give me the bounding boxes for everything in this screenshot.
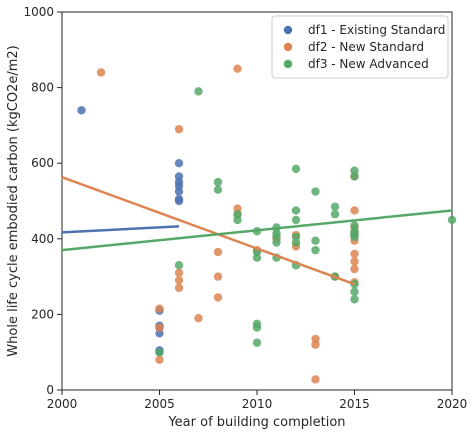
x-axis-title: Year of building completion — [167, 415, 345, 430]
data-point-series-3 — [350, 287, 359, 296]
x-tick-label: 2000 — [47, 397, 78, 411]
trend-line-series-2 — [61, 176, 355, 286]
y-tick-label: 800 — [31, 81, 54, 95]
y-tick-label: 600 — [31, 156, 54, 170]
data-point-series-2 — [350, 206, 359, 215]
data-point-series-2 — [213, 293, 223, 302]
axis-ticks: 2000 2005 2010 2015 2020 0 200 400 600 800 1000 — [23, 5, 467, 411]
legend-marker-series-3 — [283, 59, 293, 69]
data-point-series-3 — [213, 177, 223, 187]
data-point-series-1 — [174, 159, 184, 168]
data-point-series-1 — [77, 106, 86, 115]
legend: df1 - Existing Standard df2 - New Standar… — [271, 15, 449, 79]
data-point-series-3 — [291, 164, 301, 174]
data-point-series-2 — [311, 375, 320, 384]
y-tick-label: 400 — [31, 232, 54, 246]
data-point-series-2 — [96, 68, 106, 77]
data-point-series-3 — [252, 253, 262, 262]
trend-line-series-3 — [61, 209, 453, 252]
data-point-series-3 — [447, 215, 457, 225]
data-point-series-2 — [174, 276, 184, 285]
x-tick-label: 2015 — [339, 397, 370, 411]
data-point-series-2 — [311, 340, 320, 349]
data-point-series-2 — [174, 268, 184, 278]
data-point-series-3 — [174, 261, 184, 270]
x-tick-label: 2020 — [437, 397, 468, 411]
data-point-series-3 — [252, 323, 262, 332]
y-tick-label: 0 — [46, 383, 54, 397]
data-point-series-3 — [291, 206, 301, 215]
data-point-series-2 — [155, 355, 164, 364]
data-point-series-3 — [252, 338, 262, 347]
data-point-series-2 — [233, 64, 242, 73]
data-point-series-3 — [350, 295, 359, 304]
data-point-series-3 — [291, 215, 301, 225]
data-point-series-2 — [174, 283, 184, 293]
y-tick-label: 1000 — [23, 5, 54, 19]
data-point-series-2 — [213, 247, 223, 257]
legend-label-series-1: df1 - Existing Standard — [308, 23, 445, 37]
data-point-series-2 — [174, 124, 184, 134]
data-point-series-2 — [350, 249, 359, 259]
trend-lines — [61, 176, 453, 286]
data-point-series-2 — [155, 304, 164, 313]
data-point-series-3 — [311, 187, 320, 196]
x-tick-label: 2010 — [242, 397, 273, 411]
data-point-series-3 — [350, 172, 359, 181]
data-point-series-2 — [350, 257, 359, 266]
data-point-series-3 — [311, 245, 320, 255]
data-point-series-2 — [155, 323, 164, 332]
data-point-series-3 — [155, 348, 164, 357]
y-tick-label: 200 — [31, 307, 54, 321]
data-point-series-3 — [213, 185, 223, 194]
data-point-series-3 — [330, 202, 340, 211]
x-tick-label: 2005 — [144, 397, 175, 411]
data-point-series-3 — [311, 236, 320, 245]
data-point-series-3 — [330, 210, 340, 219]
legend-label-series-3: df3 - New Advanced — [308, 57, 429, 71]
data-point-series-3 — [233, 215, 242, 225]
data-point-series-2 — [194, 313, 203, 323]
trend-line-series-1 — [61, 225, 180, 234]
data-point-series-3 — [272, 238, 281, 247]
data-point-series-1 — [174, 187, 184, 196]
data-point-series-3 — [194, 87, 203, 96]
data-point-series-3 — [350, 232, 359, 242]
data-point-series-1 — [174, 196, 184, 206]
legend-label-series-2: df2 - New Standard — [308, 40, 424, 54]
data-point-series-3 — [291, 238, 301, 247]
legend-marker-series-2 — [283, 42, 293, 52]
data-points — [77, 64, 457, 384]
legend-box — [271, 15, 449, 79]
y-axis-title: Whole life cycle embodied carbon (kgCO2e… — [6, 45, 21, 356]
legend-marker-series-1 — [283, 25, 293, 35]
data-point-series-2 — [350, 264, 359, 274]
data-point-series-2 — [213, 272, 223, 281]
